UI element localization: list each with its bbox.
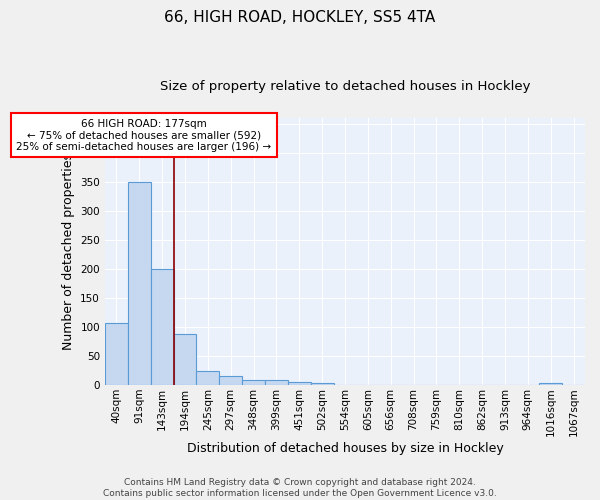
Bar — [219, 376, 242, 385]
Bar — [151, 269, 173, 385]
Bar — [128, 182, 151, 385]
Bar — [265, 380, 288, 385]
Bar — [196, 371, 219, 385]
Y-axis label: Number of detached properties: Number of detached properties — [62, 153, 75, 350]
Bar — [242, 380, 265, 385]
Text: 66, HIGH ROAD, HOCKLEY, SS5 4TA: 66, HIGH ROAD, HOCKLEY, SS5 4TA — [164, 10, 436, 25]
Bar — [311, 384, 334, 385]
Text: Contains HM Land Registry data © Crown copyright and database right 2024.
Contai: Contains HM Land Registry data © Crown c… — [103, 478, 497, 498]
Text: 66 HIGH ROAD: 177sqm
← 75% of detached houses are smaller (592)
25% of semi-deta: 66 HIGH ROAD: 177sqm ← 75% of detached h… — [16, 118, 271, 152]
Bar — [288, 382, 311, 385]
Bar — [539, 382, 562, 385]
Title: Size of property relative to detached houses in Hockley: Size of property relative to detached ho… — [160, 80, 530, 93]
Bar — [105, 323, 128, 385]
Bar — [173, 334, 196, 385]
X-axis label: Distribution of detached houses by size in Hockley: Distribution of detached houses by size … — [187, 442, 503, 455]
